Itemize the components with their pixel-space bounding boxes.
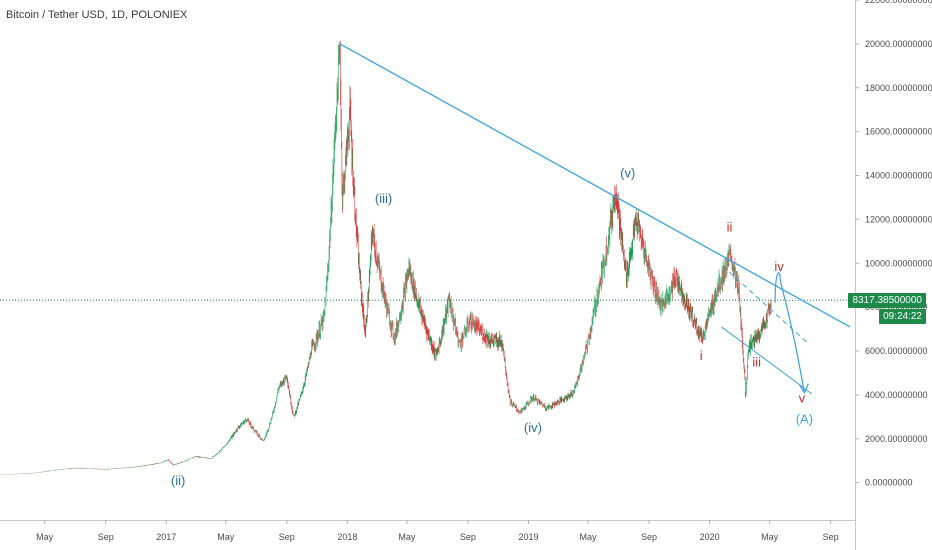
wave-label: iv bbox=[774, 259, 784, 274]
wave-label: (iv) bbox=[524, 420, 542, 435]
current-price-tag: 8317.38500000 bbox=[848, 292, 926, 308]
projection-arrowhead bbox=[798, 383, 809, 395]
trendline-lower bbox=[721, 326, 813, 395]
x-tick-label: May bbox=[36, 532, 54, 542]
x-tick-label: May bbox=[398, 532, 416, 542]
x-tick-label: May bbox=[761, 532, 779, 542]
x-tick-label: Sep bbox=[279, 532, 295, 542]
y-tick-label: 0.00000000 bbox=[865, 478, 913, 488]
x-tick-label: 2019 bbox=[518, 532, 538, 542]
wave-label: ii bbox=[727, 219, 733, 234]
x-tick-label: 2020 bbox=[700, 532, 720, 542]
wave-label: (A) bbox=[796, 411, 813, 426]
y-tick-label: 12000.00000000 bbox=[865, 214, 932, 224]
wave-label: v bbox=[799, 391, 806, 406]
x-tick-label: Sep bbox=[641, 532, 657, 542]
projection-path bbox=[774, 272, 805, 393]
trendline-upper bbox=[339, 43, 851, 328]
y-tick-label: 22000.00000000 bbox=[865, 0, 932, 5]
y-tick-label: 4000.00000000 bbox=[865, 390, 928, 400]
x-tick-label: May bbox=[217, 532, 235, 542]
y-tick-label: 18000.00000000 bbox=[865, 83, 932, 93]
chart-title: Bitcoin / Tether USD, 1D, POLONIEX bbox=[6, 9, 188, 21]
y-tick-label: 6000.00000000 bbox=[865, 346, 928, 356]
x-tick-label: Sep bbox=[460, 532, 476, 542]
x-tick-label: 2017 bbox=[156, 532, 176, 542]
x-tick-label: 2018 bbox=[337, 532, 357, 542]
y-tick-label: 14000.00000000 bbox=[865, 171, 932, 181]
candles-layer bbox=[0, 40, 772, 475]
y-tick-label: 16000.00000000 bbox=[865, 127, 932, 137]
y-tick-label: 2000.00000000 bbox=[865, 434, 928, 444]
x-tick-label: Sep bbox=[823, 532, 839, 542]
wave-label: i bbox=[700, 348, 703, 363]
x-tick-label: Sep bbox=[98, 532, 114, 542]
x-tick-label: May bbox=[580, 532, 598, 542]
y-tick-label: 20000.00000000 bbox=[865, 39, 932, 49]
wave-label: (v) bbox=[620, 166, 635, 181]
trendlines-layer bbox=[0, 43, 855, 395]
y-tick-label: 10000.00000000 bbox=[865, 258, 932, 268]
wave-label: iii bbox=[752, 354, 761, 369]
bar-countdown-tag: 09:24:22 bbox=[879, 309, 926, 325]
wave-label: (ii) bbox=[171, 473, 185, 488]
wave-label: (iii) bbox=[375, 191, 392, 206]
